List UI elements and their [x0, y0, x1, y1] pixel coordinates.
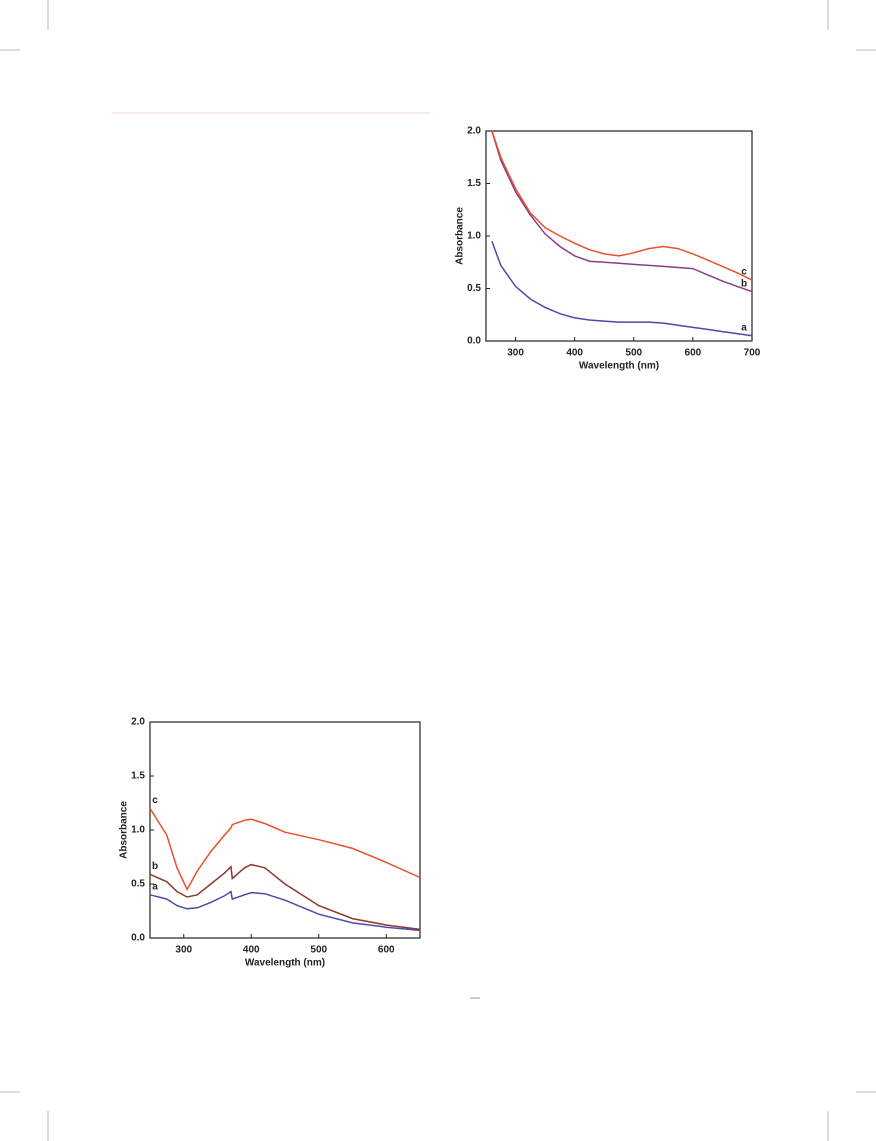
data-line — [491, 241, 753, 337]
y-tick-label: 0.5 — [467, 283, 481, 294]
x-tick-label: 500 — [310, 945, 327, 956]
y-tick-label: 1.5 — [131, 771, 145, 782]
x-axis-label: Wavelength (nm) — [579, 361, 659, 372]
x-axis-label: Wavelength (nm) — [245, 958, 325, 969]
series-label: c — [152, 795, 158, 806]
data-line — [491, 130, 753, 293]
x-tick-label: 600 — [685, 348, 702, 359]
y-tick-label: 0.5 — [131, 879, 145, 890]
x-tick-label: 700 — [744, 348, 761, 359]
series-label: b — [152, 861, 158, 872]
y-axis-label: Absorbance — [119, 801, 130, 859]
x-tick-label: 300 — [507, 348, 524, 359]
y-tick-label: 2.0 — [131, 717, 145, 728]
x-tick-label: 400 — [243, 945, 260, 956]
data-line — [149, 863, 421, 931]
data-line — [491, 130, 753, 281]
y-tick-label: 1.5 — [467, 178, 481, 189]
x-tick-label: 500 — [625, 348, 642, 359]
data-line — [149, 890, 421, 932]
series-label: c — [741, 267, 747, 278]
series-label: b — [741, 278, 747, 289]
x-tick-label: 300 — [175, 945, 192, 956]
y-tick-label: 1.0 — [467, 231, 481, 242]
y-axis-label: Absorbance — [455, 207, 466, 265]
data-line — [149, 808, 421, 892]
x-tick-label: 600 — [378, 945, 395, 956]
y-tick-label: 0.0 — [131, 933, 145, 944]
y-tick-label: 2.0 — [467, 126, 481, 137]
plot-frame — [149, 721, 421, 939]
x-tick-label: 400 — [566, 348, 583, 359]
series-label: a — [152, 881, 158, 892]
y-tick-label: 1.0 — [131, 825, 145, 836]
plot-frame — [485, 130, 753, 342]
series-label: a — [741, 322, 747, 333]
y-tick-label: 0.0 — [467, 336, 481, 347]
